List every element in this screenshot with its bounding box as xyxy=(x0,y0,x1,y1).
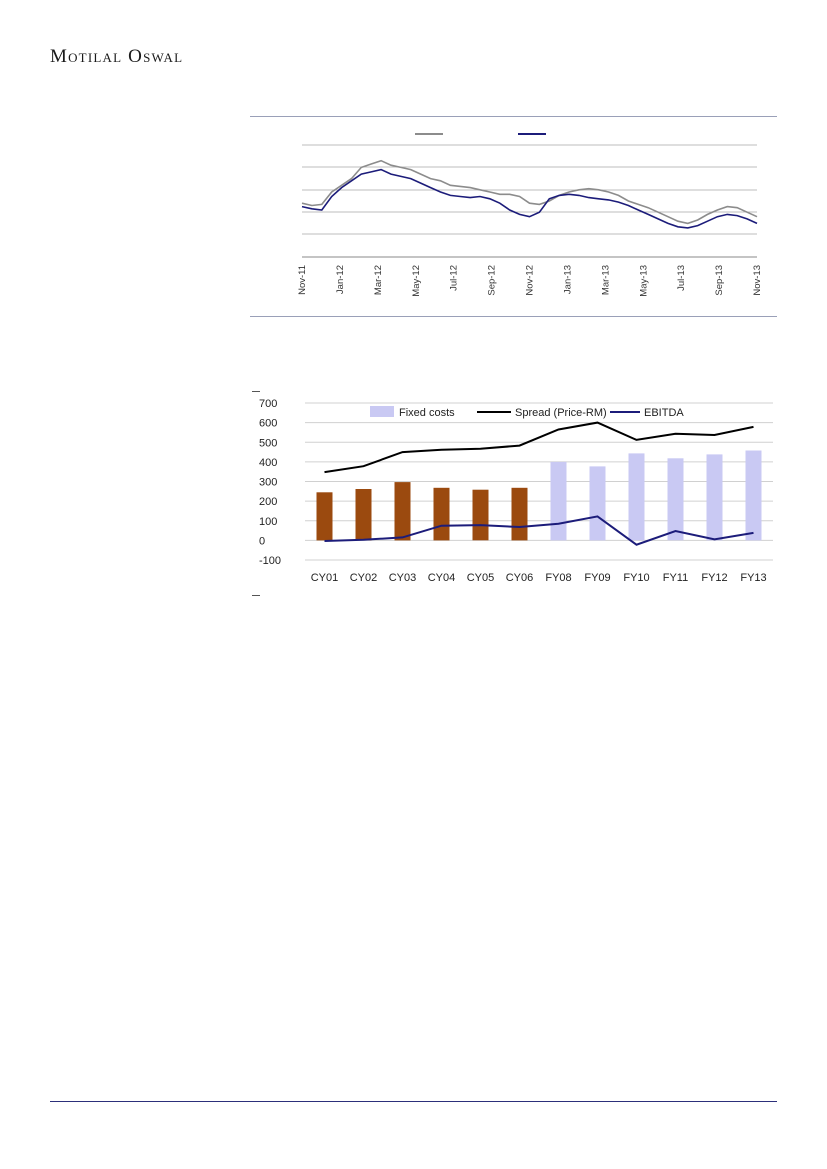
y-tick-label: 400 xyxy=(259,457,277,469)
chart2-top-marker xyxy=(252,391,260,392)
legend-label-fixed-costs: Fixed costs xyxy=(399,407,455,419)
x-tick-label: FY12 xyxy=(701,572,727,584)
spread-line xyxy=(324,421,754,474)
y-tick-label: 200 xyxy=(259,496,277,508)
x-tick-label: CY04 xyxy=(428,572,456,584)
x-tick-label: Nov-11 xyxy=(297,265,308,295)
bar xyxy=(589,466,606,541)
x-tick-label: Mar-13 xyxy=(600,265,611,295)
x-tick-label: Sep-13 xyxy=(714,265,725,296)
y-tick-label: 700 xyxy=(259,398,277,410)
bar xyxy=(706,454,723,541)
chart1-top-rule xyxy=(250,116,777,117)
chart1-bottom-rule xyxy=(250,316,777,317)
x-tick-label: FY11 xyxy=(663,572,688,584)
x-tick-label: CY05 xyxy=(467,572,495,584)
chart2-bottom-marker xyxy=(252,595,260,596)
bar xyxy=(433,487,450,541)
bar xyxy=(355,489,372,541)
bar xyxy=(667,458,684,541)
x-tick-label: CY02 xyxy=(350,572,378,584)
x-tick-label: CY06 xyxy=(506,572,534,584)
series-line-0 xyxy=(301,159,758,225)
x-tick-label: FY13 xyxy=(740,572,766,584)
x-tick-label: Jan-13 xyxy=(562,265,573,294)
x-tick-label: Nov-12 xyxy=(525,265,536,296)
price-trend-chart: Nov-11 Jan-12 Mar-12 May-12 Jul-12 Sep-12 Nov-… xyxy=(297,133,763,297)
x-tick-label: Sep-12 xyxy=(487,265,498,296)
x-tick-label: May-12 xyxy=(411,265,422,297)
y-tick-label: 500 xyxy=(259,437,277,449)
brand-logo: Motilal Oswal xyxy=(50,46,184,67)
y-tick-label: 600 xyxy=(259,418,277,430)
bar xyxy=(394,482,411,541)
x-tick-label: Nov-13 xyxy=(752,265,763,296)
bar xyxy=(316,492,333,541)
spread-ebitda-chart: 700 600 500 400 300 200 100 0 -100 CY01 CY02 CY03 CY… xyxy=(259,398,773,584)
legend-swatch-fixed-costs xyxy=(370,406,394,417)
bar xyxy=(628,453,645,541)
x-tick-label: Jul-13 xyxy=(676,265,687,291)
x-tick-label: CY01 xyxy=(311,572,339,584)
x-tick-label: May-13 xyxy=(638,265,649,297)
y-tick-label: 100 xyxy=(259,516,277,528)
x-tick-label: CY03 xyxy=(389,572,417,584)
legend-label-ebitda: EBITDA xyxy=(644,407,684,419)
y-tick-label: -100 xyxy=(259,555,281,567)
x-tick-label: FY09 xyxy=(584,572,610,584)
bar xyxy=(550,461,567,541)
bar xyxy=(511,487,528,541)
y-tick-label: 300 xyxy=(259,477,277,489)
x-tick-label: Jan-12 xyxy=(335,265,346,294)
x-tick-label: Jul-12 xyxy=(449,265,460,291)
ebitda-line xyxy=(324,515,754,546)
bar xyxy=(745,450,762,541)
x-tick-label: Mar-12 xyxy=(373,265,384,295)
bar xyxy=(472,489,489,541)
x-tick-label: FY10 xyxy=(623,572,649,584)
x-tick-label: FY08 xyxy=(545,572,571,584)
y-tick-label: 0 xyxy=(259,535,265,547)
legend-label-spread: Spread (Price-RM) xyxy=(515,407,607,419)
series-line-1 xyxy=(301,168,758,229)
footer-rule xyxy=(50,1101,777,1102)
